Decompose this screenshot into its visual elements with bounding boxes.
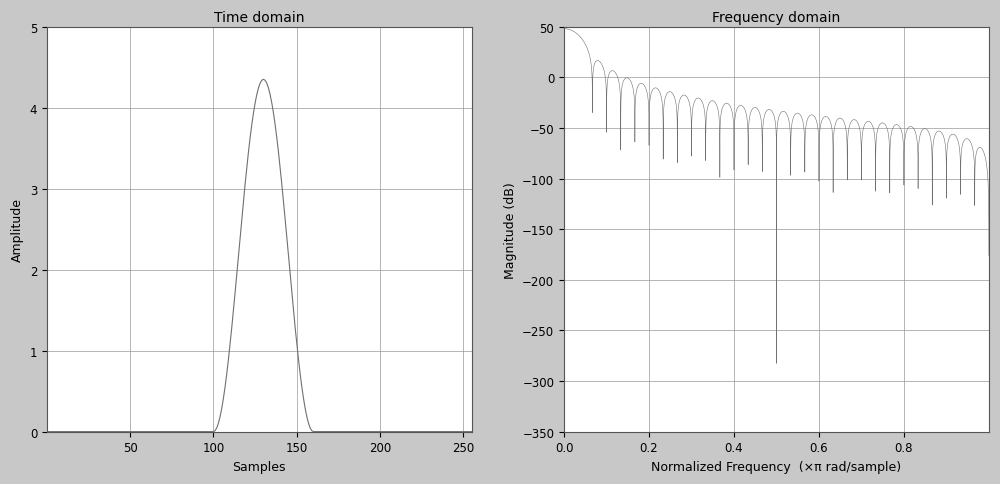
Y-axis label: Amplitude: Amplitude — [11, 198, 24, 261]
X-axis label: Normalized Frequency  (×π rad/sample): Normalized Frequency (×π rad/sample) — [651, 460, 902, 473]
Title: Frequency domain: Frequency domain — [712, 11, 841, 25]
Y-axis label: Magnitude (dB): Magnitude (dB) — [504, 182, 517, 278]
Title: Time domain: Time domain — [214, 11, 305, 25]
X-axis label: Samples: Samples — [233, 460, 286, 473]
